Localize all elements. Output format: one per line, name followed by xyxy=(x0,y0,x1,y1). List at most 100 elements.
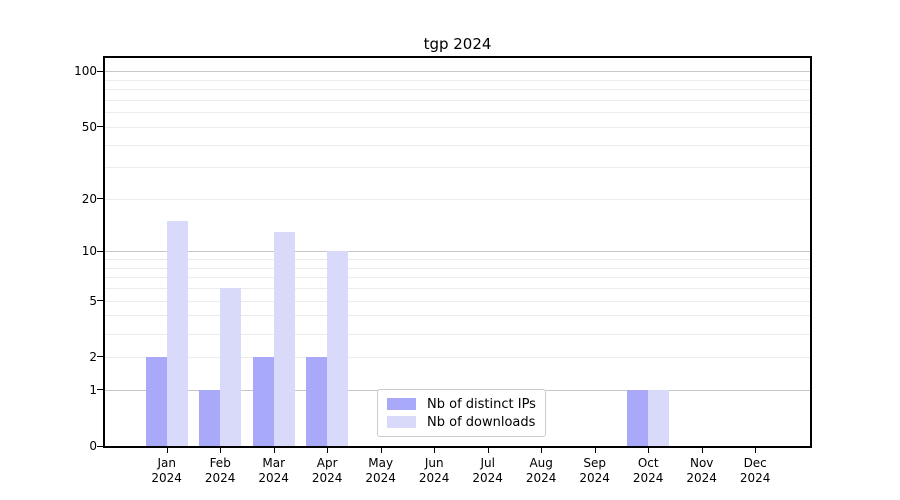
x-tick-month: Aug xyxy=(529,456,553,470)
x-tick-month: Mar xyxy=(262,456,285,470)
x-tick-year: 2024 xyxy=(686,471,717,485)
gridline-minor xyxy=(105,126,810,128)
bar-downloads xyxy=(166,220,188,446)
gridline-minor xyxy=(105,144,810,146)
x-tick-label: Feb 2024 xyxy=(188,456,252,486)
y-tick-mark xyxy=(97,445,103,447)
y-tick-mark xyxy=(97,250,103,252)
y-tick-label: 1 xyxy=(89,382,97,397)
x-tick-label: Jan 2024 xyxy=(135,456,199,486)
gridline-minor xyxy=(105,333,810,335)
legend-swatch xyxy=(387,398,416,410)
x-tick-month: Apr xyxy=(316,456,338,470)
x-tick-label: Jul 2024 xyxy=(456,456,520,486)
x-tick-year: 2024 xyxy=(258,471,289,485)
x-tick-month: Nov xyxy=(689,456,714,470)
x-tick-year: 2024 xyxy=(418,471,450,485)
x-tick-year: 2024 xyxy=(632,471,664,485)
x-tick-year: 2024 xyxy=(472,471,503,485)
chart-title: tgp 2024 xyxy=(423,35,492,53)
y-tick-label: 2 xyxy=(89,349,97,364)
legend-label: Nb of distinct IPs xyxy=(427,396,536,412)
y-tick-mark xyxy=(97,70,103,72)
bar-downloads xyxy=(220,288,242,446)
y-tick-label: 100 xyxy=(74,64,97,79)
bar-distinct-ips xyxy=(306,356,328,446)
y-tick-label: 10 xyxy=(81,244,97,259)
x-tick-label: Apr 2024 xyxy=(295,456,359,486)
x-tick-mark xyxy=(166,448,168,453)
x-tick-year: 2024 xyxy=(739,471,771,485)
gridline-major xyxy=(105,251,810,253)
x-tick-year: 2024 xyxy=(525,471,557,485)
bar-distinct-ips xyxy=(145,356,167,446)
y-tick-label: 0 xyxy=(89,439,97,453)
x-tick-label: May 2024 xyxy=(349,456,413,486)
legend-item: Nb of distinct IPs xyxy=(387,395,536,413)
x-tick-mark xyxy=(648,448,650,453)
x-tick-label: Mar 2024 xyxy=(242,456,306,486)
x-tick-month: Feb xyxy=(209,456,231,470)
gridline-minor xyxy=(105,259,810,261)
x-tick-year: 2024 xyxy=(151,471,182,485)
gridline-minor xyxy=(105,356,810,358)
legend-item: Nb of downloads xyxy=(387,413,536,431)
x-tick-year: 2024 xyxy=(311,471,343,485)
x-tick-month: Dec xyxy=(743,456,767,470)
bar-downloads xyxy=(327,251,349,446)
x-tick-mark xyxy=(487,448,489,453)
gridline-minor xyxy=(105,112,810,114)
legend-swatch xyxy=(387,416,416,428)
x-tick-year: 2024 xyxy=(579,471,610,485)
x-tick-mark xyxy=(220,448,222,453)
bar-distinct-ips xyxy=(199,389,221,446)
y-tick-mark xyxy=(97,356,103,358)
gridline-minor xyxy=(105,198,810,200)
gridline-minor xyxy=(105,288,810,289)
legend: Nb of distinct IPs Nb of downloads xyxy=(377,389,546,437)
x-tick-month: May xyxy=(368,456,394,470)
x-tick-mark xyxy=(273,448,275,453)
bar-downloads xyxy=(648,389,670,446)
x-tick-mark xyxy=(327,448,329,453)
gridline-minor xyxy=(105,267,810,269)
x-tick-label: Jun 2024 xyxy=(402,456,466,486)
y-tick-mark xyxy=(97,126,103,128)
plot-area: 0 1 2 5 10 20 50 100 Jan 2024 Feb 2024 Mar 2024 Apr 202… xyxy=(74,56,812,485)
x-tick-month: Jan xyxy=(157,456,176,470)
x-tick-label: Dec 2024 xyxy=(723,456,787,486)
legend-label: Nb of downloads xyxy=(427,414,536,430)
x-tick-mark xyxy=(434,448,436,453)
x-tick-month: Oct xyxy=(637,456,659,470)
gridline-minor xyxy=(105,99,810,101)
x-tick-year: 2024 xyxy=(204,471,236,485)
bar-downloads xyxy=(273,231,295,446)
x-tick-year: 2024 xyxy=(365,471,396,485)
bar-distinct-ips xyxy=(252,356,274,446)
gridline-minor xyxy=(105,89,810,91)
y-tick-mark xyxy=(97,389,103,391)
bar-distinct-ips xyxy=(627,389,649,446)
x-tick-mark xyxy=(594,448,596,453)
gridline-minor xyxy=(105,315,810,317)
y-tick-label: 50 xyxy=(81,119,97,134)
x-tick-mark xyxy=(701,448,703,453)
x-tick-month: Sep xyxy=(583,456,606,470)
gridline-minor xyxy=(105,300,810,302)
x-tick-mark xyxy=(755,448,757,453)
y-tick-label: 20 xyxy=(81,191,97,206)
x-tick-label: Nov 2024 xyxy=(670,456,734,486)
y-tick-label: 5 xyxy=(89,293,97,308)
y-tick-mark xyxy=(97,198,103,200)
x-tick-month: Jun xyxy=(424,456,444,470)
gridline-major xyxy=(105,71,810,73)
y-tick-mark xyxy=(97,300,103,301)
gridline-minor xyxy=(105,277,810,279)
x-tick-label: Aug 2024 xyxy=(509,456,573,486)
x-tick-label: Oct 2024 xyxy=(616,456,680,486)
x-tick-label: Sep 2024 xyxy=(563,456,627,486)
x-tick-mark xyxy=(541,448,543,453)
x-tick-month: Jul xyxy=(480,456,495,470)
gridline-minor xyxy=(105,167,810,169)
